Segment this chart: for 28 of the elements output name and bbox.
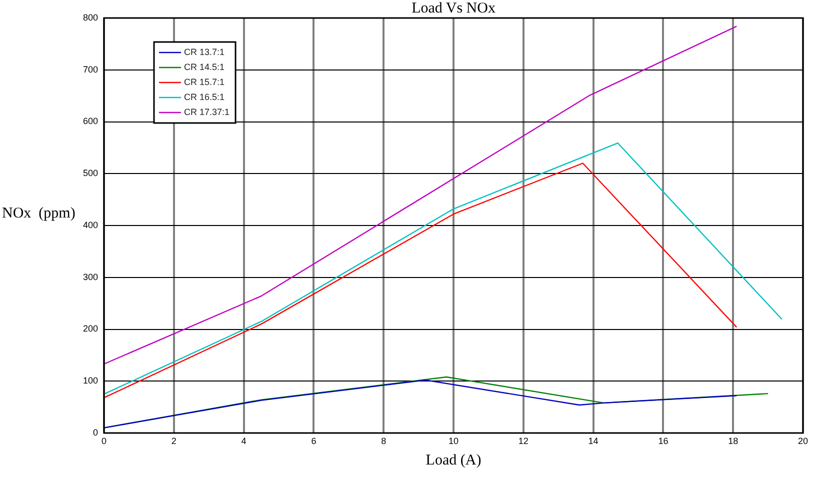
- x-tick-label: 0: [101, 436, 107, 446]
- x-tick-label: 10: [448, 436, 459, 446]
- y-tick-label: 400: [82, 220, 98, 230]
- x-tick-label: 8: [381, 436, 386, 446]
- x-tick-label: 18: [728, 436, 738, 446]
- y-axis-title: NOx (ppm): [2, 205, 76, 222]
- y-tick-label: 700: [82, 64, 98, 74]
- x-tick-label: 20: [798, 436, 808, 446]
- chart-title: Load Vs NOx: [412, 0, 496, 16]
- y-tick-label: 200: [82, 324, 98, 334]
- x-axis-title: Load (A): [426, 452, 482, 468]
- legend-label: CR 17.37:1: [184, 106, 230, 117]
- legend-label: CR 15.7:1: [184, 76, 225, 87]
- y-tick-label: 600: [82, 116, 98, 126]
- x-tick-label: 2: [171, 436, 176, 446]
- y-tick-label: 500: [82, 168, 98, 178]
- y-tick-label: 100: [82, 376, 98, 386]
- legend-label: CR 14.5:1: [184, 62, 225, 72]
- y-tick-label: 800: [82, 12, 98, 22]
- y-tick-label: 0: [92, 427, 98, 438]
- x-tick-label: 6: [311, 436, 316, 446]
- y-tick-label: 300: [82, 272, 98, 282]
- x-tick-label: 14: [588, 436, 598, 446]
- legend-label: CR 16.5:1: [184, 92, 225, 102]
- x-tick-label: 12: [518, 436, 528, 446]
- x-tick-label: 4: [241, 436, 246, 446]
- legend-label: CR 13.7:1: [184, 46, 225, 57]
- x-tick-label: 16: [658, 436, 668, 446]
